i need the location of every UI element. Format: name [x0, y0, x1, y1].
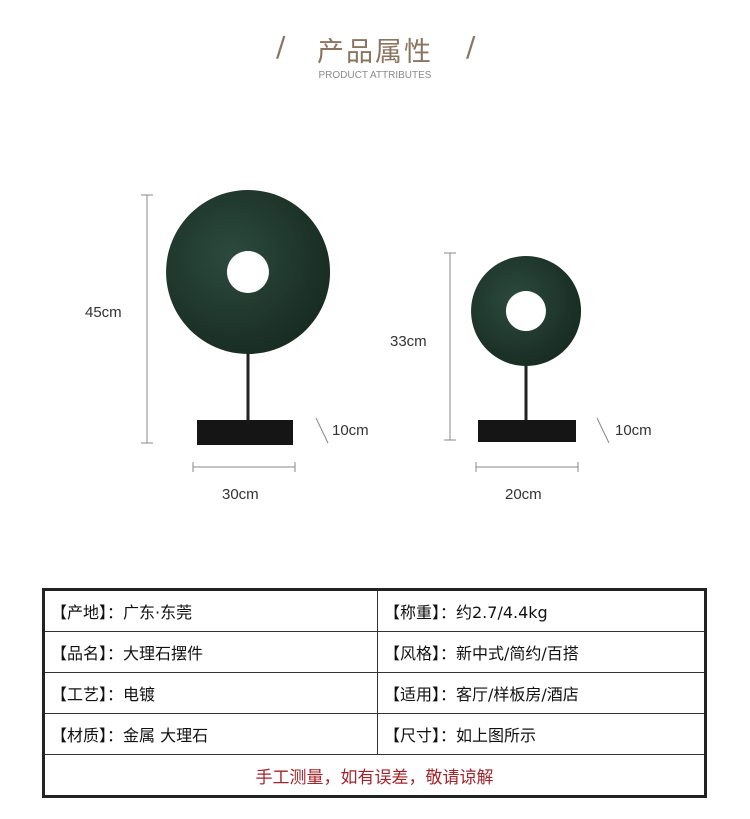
- attr-material: 【材质】：金属 大理石: [43, 713, 378, 755]
- small-height-label: 33cm: [390, 333, 427, 350]
- title-divider-left: /: [276, 30, 286, 63]
- table-row: 【品名】：大理石摆件 【风格】：新中式/简约/百搭: [43, 631, 706, 673]
- attr-size: 【尺寸】：如上图所示: [377, 713, 706, 755]
- large-base-height-label: 10cm: [332, 422, 369, 439]
- title-divider-right: /: [466, 30, 476, 63]
- large-width-label: 30cm: [222, 486, 259, 503]
- table-row: 【材质】：金属 大理石 【尺寸】：如上图所示: [43, 713, 706, 755]
- table-row: 【产地】：广东·东莞 【称重】：约2.7/4.4kg: [43, 589, 706, 632]
- attr-style: 【风格】：新中式/简约/百搭: [377, 631, 706, 673]
- small-width-label: 20cm: [505, 486, 542, 503]
- large-height-label: 45cm: [85, 304, 122, 321]
- table-row: 【工艺】：电镀 【适用】：客厅/样板房/酒店: [43, 672, 706, 714]
- table-row: 手工测量，如有误差，敬请谅解: [43, 754, 706, 797]
- attr-origin: 【产地】：广东·东莞: [43, 589, 378, 632]
- small-base-height-label: 10cm: [615, 422, 652, 439]
- attr-usage: 【适用】：客厅/样板房/酒店: [377, 672, 706, 714]
- attr-craft: 【工艺】：电镀: [43, 672, 378, 714]
- measurement-note: 手工测量，如有误差，敬请谅解: [43, 754, 706, 797]
- dimension-lines: [141, 194, 610, 472]
- attributes-table: 【产地】：广东·东莞 【称重】：约2.7/4.4kg 【品名】：大理石摆件 【风格】…: [42, 588, 707, 798]
- product-illustration: [141, 190, 610, 472]
- small-disc-ornament: [471, 256, 582, 442]
- large-disc-ornament: [166, 190, 331, 445]
- attr-name: 【品名】：大理石摆件: [43, 631, 378, 673]
- attr-weight: 【称重】：约2.7/4.4kg: [377, 589, 706, 632]
- page-title: 产品属性: [317, 37, 433, 68]
- page-subtitle: PRODUCT ATTRIBUTES: [318, 70, 432, 81]
